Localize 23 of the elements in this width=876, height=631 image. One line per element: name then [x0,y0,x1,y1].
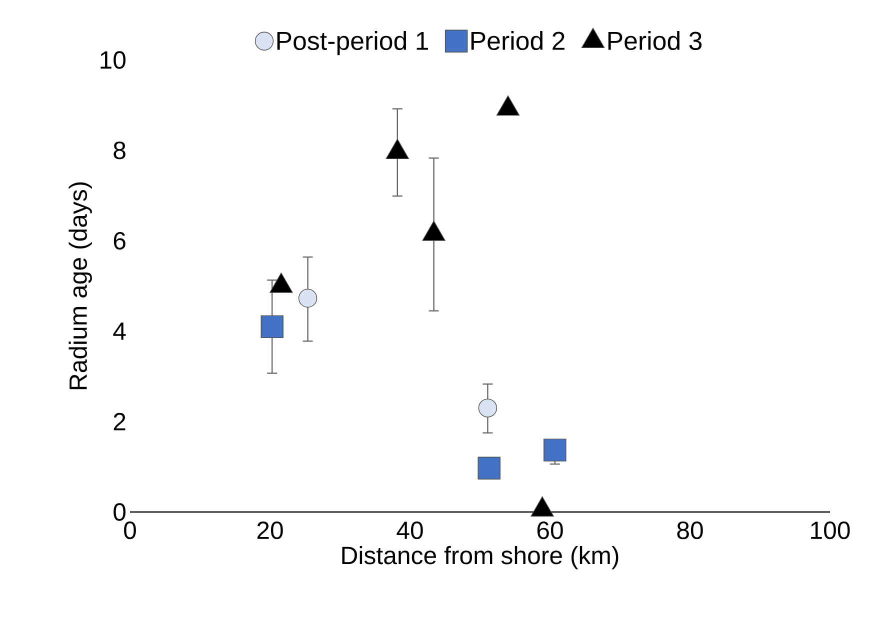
y-tick-label: 2 [114,412,126,430]
y-tick-label: 8 [114,142,126,160]
legend-label: Period 2 [471,31,564,50]
point [544,438,566,462]
y-tick-label: 10 [100,51,126,69]
legend-label: Post-period 1 [277,31,428,56]
x-tick-label: 100 [811,522,850,540]
y-axis-title: Radium age (days) [68,182,92,390]
point [478,398,498,418]
point [422,220,446,241]
x-axis-title: Distance from shore (km) [342,546,618,570]
x-tick-label: 20 [257,522,283,540]
legend-label: Period 3 [608,31,702,50]
point [478,456,500,480]
point [386,138,410,160]
x-tick-label: 80 [677,522,703,540]
point [496,95,520,116]
x-tick-label: 40 [396,522,423,540]
x-tick-label: 60 [537,522,563,540]
point [260,315,284,338]
y-tick-label: 6 [114,232,126,250]
y-tick-label: 0 [114,503,126,521]
y-tick-label: 4 [113,322,126,340]
